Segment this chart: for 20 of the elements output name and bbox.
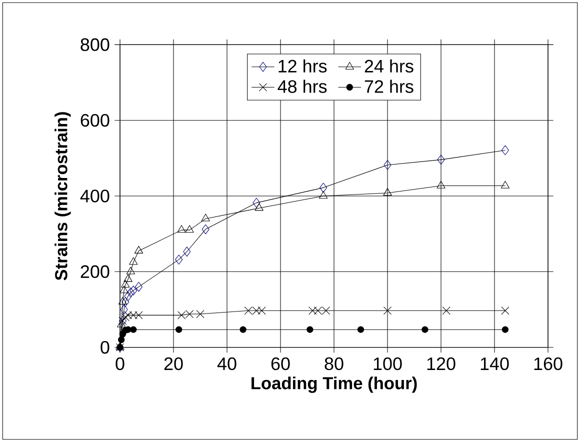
legend-label: 24 hrs <box>364 59 414 73</box>
x-tick-label: 160 <box>534 357 562 370</box>
x-tick-label: 60 <box>271 357 290 370</box>
y-tick-label: 200 <box>80 265 110 278</box>
x-axis-title: Loading Time (hour) <box>252 376 417 393</box>
x-tick-label: 120 <box>427 357 456 370</box>
x-tick-label: 40 <box>217 357 236 370</box>
y-tick-label: 0 <box>100 340 110 354</box>
x-tick-label: 140 <box>480 357 509 370</box>
x-tick-label: 100 <box>374 357 402 370</box>
x-tick-label: 80 <box>324 357 344 370</box>
y-tick-label: 400 <box>80 190 110 202</box>
y-tick-label: 800 <box>80 38 110 52</box>
x-tick-label: 20 <box>164 357 183 370</box>
legend-label: 72 hrs <box>364 80 414 93</box>
legend-label: 12 hrs <box>278 59 327 73</box>
x-tick-label: 0 <box>116 357 124 370</box>
y-axis-title: Strains (microstrain) <box>54 112 71 280</box>
y-tick-label: 600 <box>80 114 110 127</box>
legend-label: 48 hrs <box>278 80 327 93</box>
